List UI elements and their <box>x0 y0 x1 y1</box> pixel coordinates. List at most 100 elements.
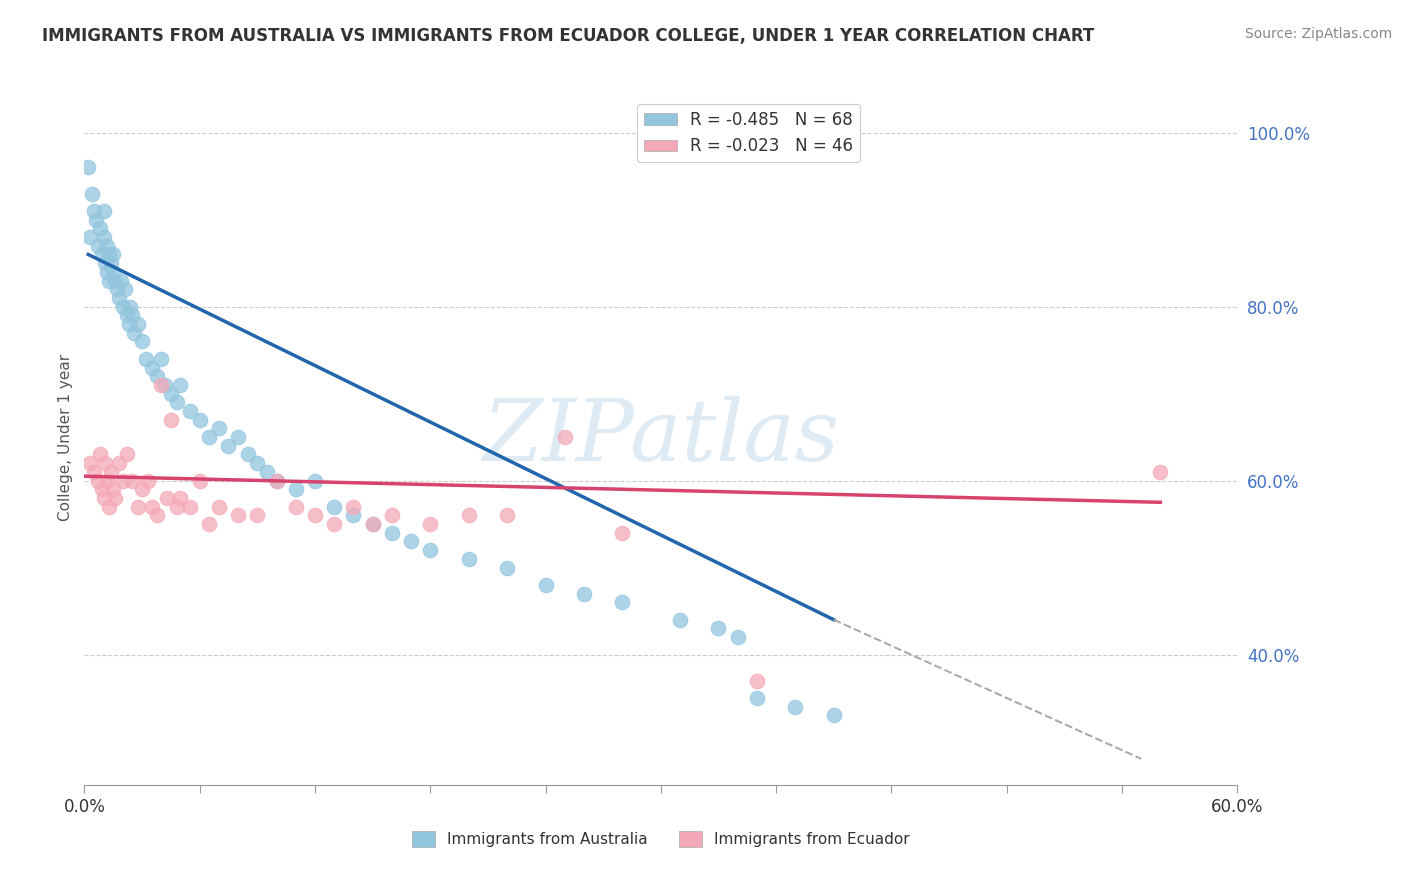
Point <box>94 256 117 270</box>
Point <box>98 500 121 514</box>
Point <box>554 430 576 444</box>
Point <box>127 317 149 331</box>
Point <box>131 482 153 496</box>
Point <box>141 500 163 514</box>
Point <box>572 587 595 601</box>
Point <box>160 386 183 401</box>
Point <box>399 534 422 549</box>
Point <box>153 378 176 392</box>
Point <box>208 421 231 435</box>
Point <box>745 690 768 705</box>
Point <box>323 516 346 531</box>
Point <box>83 465 105 479</box>
Point <box>111 474 134 488</box>
Point <box>84 212 107 227</box>
Point <box>96 474 118 488</box>
Point <box>226 430 249 444</box>
Point <box>188 474 211 488</box>
Point <box>361 516 384 531</box>
Point <box>120 300 142 314</box>
Point <box>77 161 100 175</box>
Point <box>103 482 124 496</box>
Point <box>87 238 110 252</box>
Point <box>284 500 307 514</box>
Point <box>103 265 124 279</box>
Point <box>98 273 121 287</box>
Point <box>266 474 288 488</box>
Point <box>745 673 768 688</box>
Point <box>136 474 159 488</box>
Point <box>188 412 211 426</box>
Point <box>218 439 240 453</box>
Point <box>381 525 404 540</box>
Point <box>115 308 138 322</box>
Point <box>98 247 121 261</box>
Point <box>146 369 169 384</box>
Point <box>612 525 634 540</box>
Point <box>226 508 249 523</box>
Point <box>160 412 183 426</box>
Point <box>612 595 634 609</box>
Point <box>111 300 134 314</box>
Point <box>108 291 131 305</box>
Point <box>110 273 132 287</box>
Point <box>121 474 143 488</box>
Point <box>256 465 278 479</box>
Point <box>150 351 173 366</box>
Point <box>108 456 131 470</box>
Point <box>457 508 479 523</box>
Point <box>361 516 384 531</box>
Point <box>104 273 127 287</box>
Point <box>342 500 364 514</box>
Point <box>166 500 188 514</box>
Point <box>284 482 307 496</box>
Point <box>93 491 115 505</box>
Point <box>198 516 221 531</box>
Point <box>127 500 149 514</box>
Point <box>169 491 191 505</box>
Legend: Immigrants from Australia, Immigrants from Ecuador: Immigrants from Australia, Immigrants fr… <box>412 831 910 847</box>
Point <box>146 508 169 523</box>
Point <box>141 360 163 375</box>
Text: IMMIGRANTS FROM AUSTRALIA VS IMMIGRANTS FROM ECUADOR COLLEGE, UNDER 1 YEAR CORRE: IMMIGRANTS FROM AUSTRALIA VS IMMIGRANTS … <box>42 27 1094 45</box>
Point <box>100 465 122 479</box>
Y-axis label: College, Under 1 year: College, Under 1 year <box>58 353 73 521</box>
Point <box>89 448 111 462</box>
Point <box>104 491 127 505</box>
Point <box>179 404 201 418</box>
Point <box>707 621 730 635</box>
Point <box>266 474 288 488</box>
Point <box>496 508 519 523</box>
Point <box>156 491 179 505</box>
Point <box>131 334 153 349</box>
Point <box>419 543 441 558</box>
Point <box>87 474 110 488</box>
Point <box>419 516 441 531</box>
Point <box>304 474 326 488</box>
Point <box>246 508 269 523</box>
Point <box>198 430 221 444</box>
Point <box>96 238 118 252</box>
Point <box>103 247 124 261</box>
Point <box>117 317 139 331</box>
Point <box>1149 465 1171 479</box>
Point <box>150 378 173 392</box>
Point <box>124 326 146 340</box>
Point <box>105 282 128 296</box>
Point <box>179 500 201 514</box>
Point <box>823 708 845 723</box>
Point <box>80 186 103 201</box>
Point <box>166 395 188 409</box>
Point <box>94 456 117 470</box>
Point <box>785 699 807 714</box>
Text: Source: ZipAtlas.com: Source: ZipAtlas.com <box>1244 27 1392 41</box>
Point <box>727 630 749 644</box>
Point <box>135 351 157 366</box>
Point <box>534 578 557 592</box>
Point <box>669 613 692 627</box>
Point <box>90 482 112 496</box>
Point <box>90 247 112 261</box>
Point <box>304 508 326 523</box>
Point <box>457 551 479 566</box>
Point <box>93 203 115 218</box>
